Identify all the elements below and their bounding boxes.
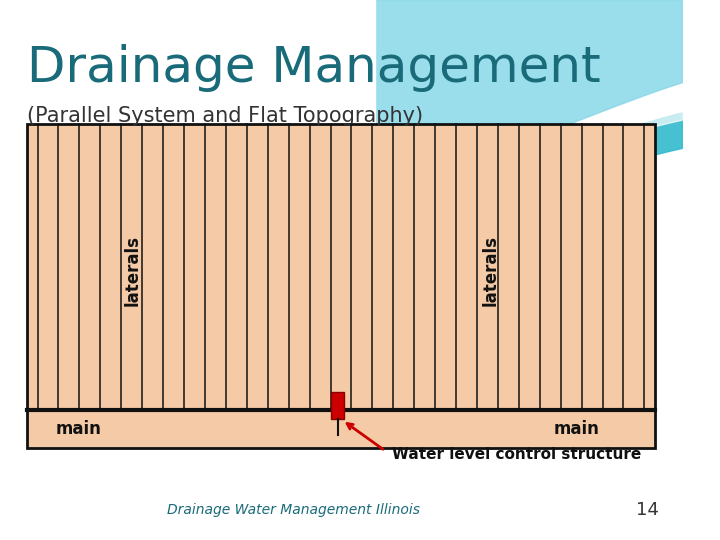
Bar bbox=[27, 124, 654, 448]
Bar bbox=[330, 392, 344, 418]
Text: main: main bbox=[55, 420, 102, 438]
Text: laterals: laterals bbox=[482, 234, 500, 306]
Text: laterals: laterals bbox=[124, 234, 142, 306]
Text: Water level control structure: Water level control structure bbox=[392, 447, 642, 462]
Text: Drainage Water Management Illinois: Drainage Water Management Illinois bbox=[167, 503, 420, 517]
Text: main: main bbox=[553, 420, 599, 438]
Text: 14: 14 bbox=[636, 501, 660, 519]
Text: (Parallel System and Flat Topography): (Parallel System and Flat Topography) bbox=[27, 106, 423, 126]
Text: Drainage Management: Drainage Management bbox=[27, 44, 601, 91]
